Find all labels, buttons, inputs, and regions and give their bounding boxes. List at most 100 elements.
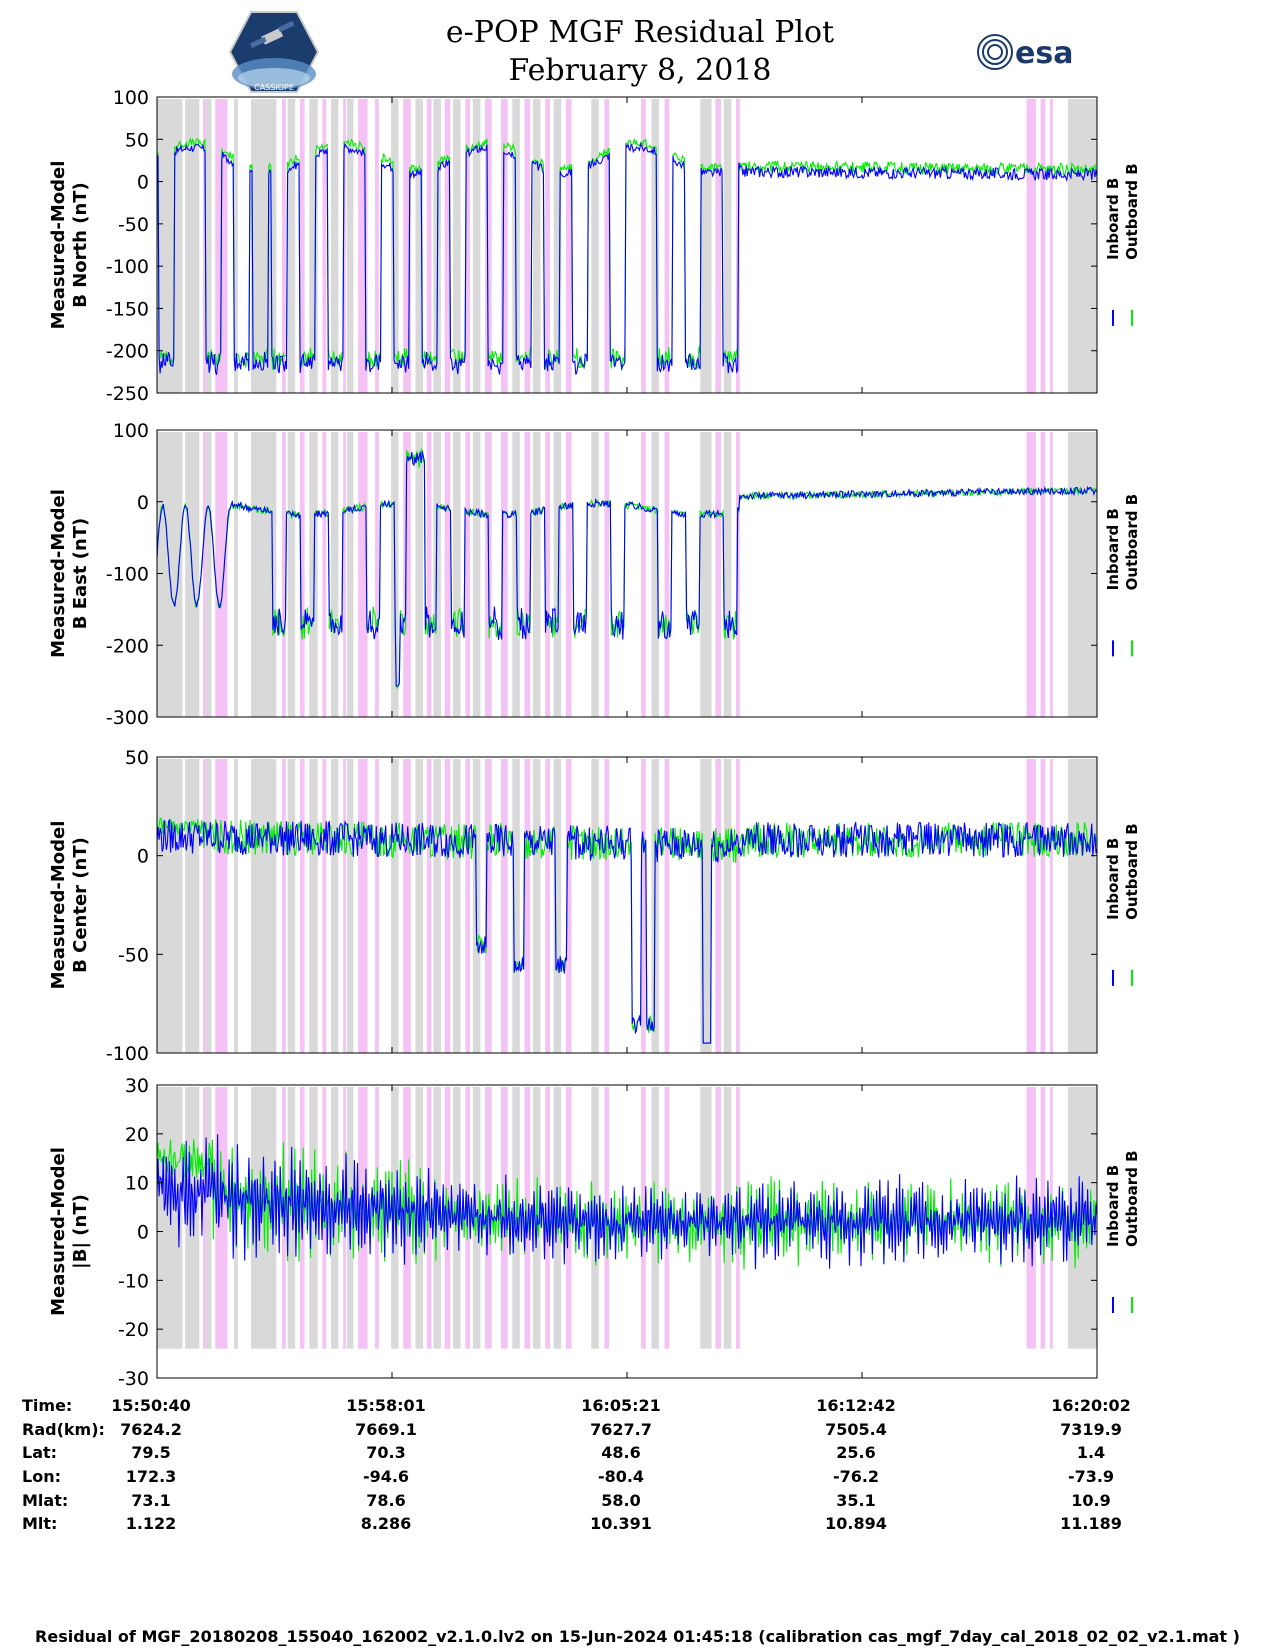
esa-logo-text: esa — [1015, 36, 1073, 71]
y-tick-label: 50 — [125, 129, 149, 151]
pink-band — [358, 432, 368, 717]
pink-band — [1026, 432, 1036, 717]
y-tick-label: 100 — [113, 87, 149, 109]
pink-band — [565, 432, 572, 717]
row-label: Lon: — [22, 1467, 61, 1486]
pink-band — [444, 759, 451, 1053]
tick-value: 16:20:02 — [1051, 1396, 1131, 1415]
row-label: Time: — [22, 1396, 72, 1415]
tick-value: 15:58:01 — [346, 1396, 426, 1415]
pink-band — [501, 432, 508, 717]
gray-band — [205, 99, 212, 393]
pink-band — [444, 432, 451, 717]
tick-value: 11.189 — [1060, 1514, 1122, 1533]
pink-band — [545, 1087, 550, 1349]
gray-band — [157, 759, 183, 1053]
tick-value: 25.6 — [836, 1443, 875, 1462]
gray-band — [453, 99, 461, 393]
pink-band — [736, 432, 740, 717]
y-tick-label: -200 — [106, 341, 149, 363]
gray-band — [553, 759, 562, 1053]
pink-band — [524, 759, 531, 1053]
gray-band — [723, 432, 732, 717]
legend-label: Outboard B — [1123, 823, 1141, 920]
y-axis-label-line: Measured-Model — [48, 821, 69, 990]
cassiope-logo-text: CASSIOPE — [254, 83, 294, 92]
series-inboard-b — [156, 141, 1098, 375]
gray-band — [591, 432, 599, 717]
row-label: Mlat: — [22, 1491, 68, 1510]
pink-band — [501, 1087, 508, 1349]
y-axis-label: Measured-ModelB East (nT) — [48, 489, 91, 658]
tick-value: 78.6 — [366, 1491, 405, 1510]
tick-value: 70.3 — [366, 1443, 405, 1462]
pink-band — [375, 759, 379, 1053]
pink-band — [403, 432, 411, 717]
y-tick-label: 0 — [137, 846, 149, 868]
gray-band — [157, 99, 183, 393]
gray-band — [234, 432, 238, 717]
tick-value: -76.2 — [833, 1467, 879, 1486]
gray-band — [391, 99, 399, 393]
gray-band — [330, 99, 339, 393]
pink-band — [299, 432, 305, 717]
footer-caption: Residual of MGF_20180208_155040_162002_v… — [35, 1627, 1240, 1646]
pink-band — [565, 1087, 572, 1349]
pink-band — [501, 759, 508, 1053]
tick-value: -80.4 — [598, 1467, 644, 1486]
pink-band — [203, 1087, 206, 1349]
pink-band — [524, 99, 531, 393]
gray-band — [287, 99, 296, 393]
gray-band — [234, 759, 238, 1053]
y-axis-label-line: B East (nT) — [70, 518, 91, 630]
pink-band — [375, 432, 379, 717]
pink-band — [1050, 759, 1053, 1053]
tick-value: 1.4 — [1077, 1443, 1105, 1462]
legend-label: Inboard B — [1104, 838, 1122, 920]
gray-band — [205, 759, 212, 1053]
y-tick-label: -10 — [118, 1270, 149, 1292]
pink-band — [426, 99, 432, 393]
gray-band — [433, 432, 441, 717]
gray-band — [533, 99, 541, 393]
gray-band — [287, 432, 296, 717]
gray-band — [287, 1087, 296, 1349]
tick-value: -94.6 — [363, 1467, 409, 1486]
y-tick-label: 100 — [113, 420, 149, 442]
y-axis-label-line: |B| (nT) — [70, 1194, 91, 1269]
pink-band — [343, 99, 346, 393]
gray-band — [453, 759, 461, 1053]
plot-title: e-POP MGF Residual Plot — [445, 15, 835, 50]
row-label: Lat: — [22, 1443, 57, 1462]
gray-band — [330, 1087, 339, 1349]
pink-band — [1040, 432, 1046, 717]
pink-band — [545, 432, 550, 717]
pink-band — [641, 432, 646, 717]
pink-band — [465, 432, 471, 717]
gray-band — [391, 759, 399, 1053]
series-outboard-b — [156, 137, 1098, 371]
tick-value: 7505.4 — [825, 1420, 887, 1439]
pink-band — [485, 99, 492, 393]
pink-band — [282, 759, 286, 1053]
legend-label: Outboard B — [1123, 1150, 1141, 1247]
tick-value: 7669.1 — [355, 1420, 417, 1439]
y-tick-label: -30 — [118, 1368, 149, 1390]
gray-band — [391, 1087, 399, 1349]
y-tick-label: -50 — [118, 944, 149, 966]
gray-band — [433, 759, 441, 1053]
pink-band — [485, 759, 492, 1053]
panel-2: 100 0 -100 -200 -300 Measured-ModelB East (nT… — [48, 420, 1141, 729]
gray-band — [415, 99, 424, 393]
legend-label: Inboard B — [1104, 508, 1122, 590]
y-tick-label: -100 — [106, 564, 149, 586]
plot-date: February 8, 2018 — [508, 53, 772, 88]
gray-band — [591, 759, 599, 1053]
gray-band — [205, 1087, 212, 1349]
y-tick-label: -100 — [106, 1043, 149, 1065]
pink-band — [524, 432, 531, 717]
pink-band — [664, 99, 670, 393]
pink-band — [715, 759, 721, 1053]
y-tick-label: 0 — [137, 172, 149, 194]
gray-band — [185, 759, 200, 1053]
